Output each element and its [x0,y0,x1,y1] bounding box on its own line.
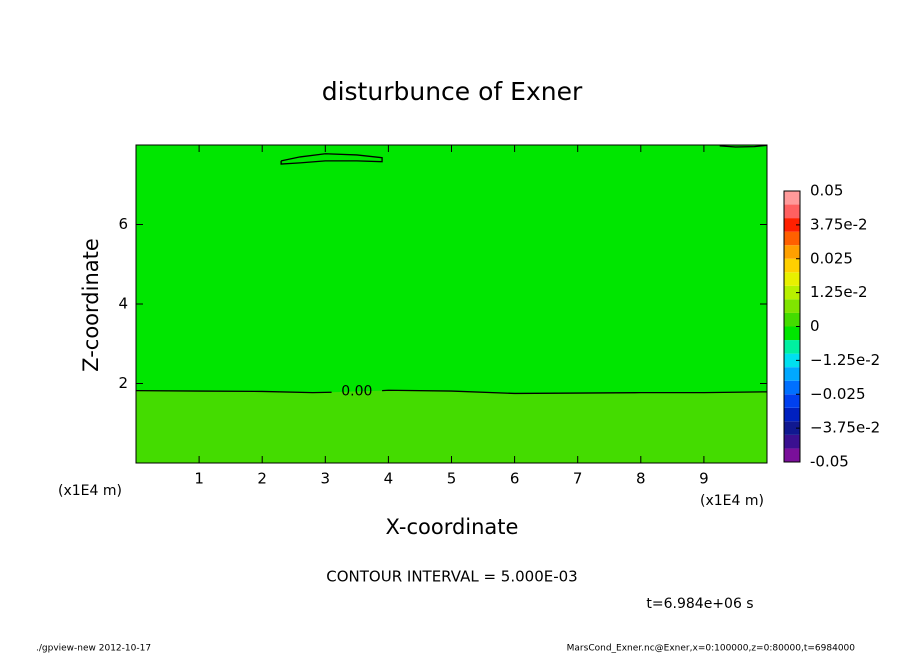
colorbar-band [784,448,800,462]
time-note: t=6.984e+06 s [646,596,753,612]
colorbar-band [784,231,800,246]
x-tick-label: 4 [384,470,394,488]
colorbar-tick-label: 1.25e-2 [810,283,868,301]
x-axis-label: X-coordinate [386,515,519,539]
colorbar-band [784,421,800,435]
x-tick-label: 5 [447,470,457,488]
colorbar-tick-label: −3.75e-2 [810,419,880,437]
contour-label: 0.00 [341,383,372,399]
x-tick-label: 1 [194,470,204,488]
colorbar-band [784,326,800,341]
colorbar-tick-label: −0.025 [810,385,866,403]
colorbar-tick-label: 3.75e-2 [810,215,868,233]
colorbar-band [784,380,800,395]
y-tick-label: 4 [118,295,128,313]
colorbar-band [784,394,800,408]
contour-line [719,144,768,148]
chart-title: disturbunce of Exner [322,77,583,106]
fill-region [136,390,767,463]
colorbar-band [784,204,800,219]
colorbar-band [784,367,800,381]
y-axis-label: Z-coordinate [79,238,103,372]
colorbar-band [784,312,800,327]
colorbar-band [784,258,800,273]
footer-left: ./gpview-new 2012-10-17 [36,644,151,654]
x-tick-label: 7 [573,470,583,488]
contour-line [280,153,383,165]
colorbar-band [784,285,800,300]
x-tick-label: 6 [510,470,520,488]
colorbar-tick-label: 0 [810,317,820,335]
x-tick-label: 8 [636,470,646,488]
colorbar-band [784,434,800,449]
y-tick-label: 2 [118,374,128,392]
contour-interval: CONTOUR INTERVAL = 5.000E-03 [326,568,577,586]
x-tick-label: 2 [257,470,267,488]
colorbar-band [784,407,800,422]
x-unit: (x1E4 m) [700,493,764,509]
colorbar-tick-label: −1.25e-2 [810,351,880,369]
colorbar-tick-label: 0.025 [810,249,853,267]
contour-line [135,389,768,395]
colorbar-band [784,340,800,354]
colorbar-band [784,353,800,368]
y-tick-label: 6 [118,215,128,233]
colorbar-tick-label: 0.05 [810,182,843,200]
colorbar-tick-label: -0.05 [810,453,849,471]
footer-right: MarsCond_Exner.nc@Exner,x=0:100000,z=0:8… [567,644,856,654]
colorbar-band [784,245,800,259]
colorbar-band [784,191,800,205]
colorbar-band [784,218,800,232]
x-tick-label: 9 [699,470,709,488]
x-tick-label: 3 [321,470,331,488]
colorbar-band [784,272,800,286]
colorbar-band [784,299,800,313]
y-unit: (x1E4 m) [58,483,122,499]
